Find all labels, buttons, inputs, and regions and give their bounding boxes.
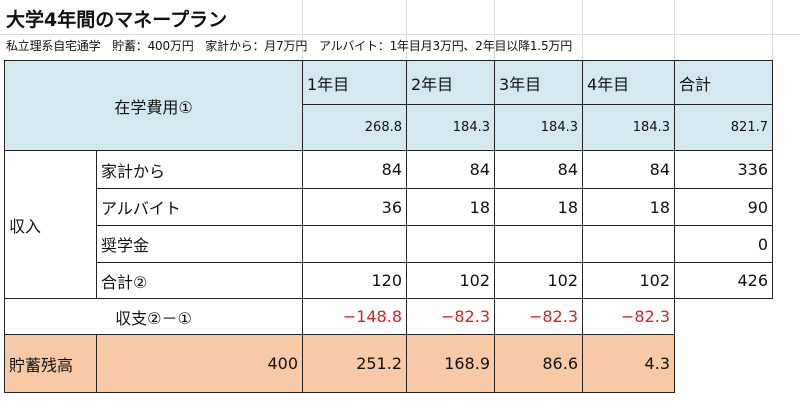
- income-cell: 84: [406, 150, 495, 189]
- savings-cell: 251.2: [302, 334, 407, 393]
- income-row-label: 奨学金: [96, 225, 303, 263]
- savings-initial: 400: [96, 334, 303, 393]
- income-cell: 102: [494, 262, 583, 299]
- income-cell: 84: [302, 150, 407, 189]
- money-plan-table: 在学費用① 1年目 2年目 3年目 4年目 合計 268.8 184.3 184…: [4, 60, 773, 393]
- savings-cell: 4.3: [582, 334, 675, 393]
- income-total-cell: 90: [674, 188, 773, 226]
- cost-value-year3: 184.3: [494, 104, 583, 151]
- income-cell: [582, 225, 675, 263]
- income-cell: 18: [494, 188, 583, 226]
- cost-header-label: 在学費用①: [4, 60, 303, 151]
- column-header-year4: 4年目: [582, 60, 675, 105]
- balance-label: 収支②－①: [4, 298, 303, 335]
- column-header-year3: 3年目: [494, 60, 583, 105]
- income-row-label: 家計から: [96, 150, 303, 189]
- column-header-year1: 1年目: [302, 60, 407, 105]
- empty-cell: [674, 298, 773, 335]
- balance-cell: −82.3: [582, 298, 675, 335]
- balance-cell: −148.8: [302, 298, 407, 335]
- page-title: 大学4年間のマネープラン: [6, 9, 228, 31]
- grid-line: [582, 0, 583, 60]
- savings-label: 貯蓄残高: [4, 334, 97, 393]
- income-cell: 120: [302, 262, 407, 299]
- balance-cell: −82.3: [406, 298, 495, 335]
- income-row-label: アルバイト: [96, 188, 303, 226]
- cost-value-year1: 268.8: [302, 104, 407, 151]
- cost-value-year2: 184.3: [406, 104, 495, 151]
- column-header-year2: 2年目: [406, 60, 495, 105]
- income-cell: 18: [582, 188, 675, 226]
- income-cell: [406, 225, 495, 263]
- income-total-cell: 0: [674, 225, 773, 263]
- income-row-label: 合計②: [96, 262, 303, 299]
- income-group-label: 収入: [4, 150, 97, 299]
- income-cell: 84: [582, 150, 675, 189]
- cost-value-total: 821.7: [674, 104, 773, 151]
- income-cell: 36: [302, 188, 407, 226]
- savings-cell: 86.6: [494, 334, 583, 393]
- balance-cell: −82.3: [494, 298, 583, 335]
- income-total-cell: 426: [674, 262, 773, 299]
- income-total-cell: 336: [674, 150, 773, 189]
- income-cell: 102: [406, 262, 495, 299]
- cost-value-year4: 184.3: [582, 104, 675, 151]
- grid-line: [674, 0, 675, 60]
- empty-cell: [674, 334, 773, 393]
- column-header-total: 合計: [674, 60, 773, 105]
- income-cell: 102: [582, 262, 675, 299]
- grid-line: [0, 34, 800, 35]
- grid-line: [406, 0, 407, 60]
- grid-line: [302, 0, 303, 60]
- income-cell: [494, 225, 583, 263]
- income-cell: [302, 225, 407, 263]
- page-subtitle: 私立理系自宅通学 貯蓄：400万円 家計から：月7万円 アルバイト：1年目月3万…: [6, 39, 573, 53]
- grid-line: [772, 0, 773, 60]
- income-cell: 84: [494, 150, 583, 189]
- savings-cell: 168.9: [406, 334, 495, 393]
- income-cell: 18: [406, 188, 495, 226]
- grid-line: [494, 0, 495, 60]
